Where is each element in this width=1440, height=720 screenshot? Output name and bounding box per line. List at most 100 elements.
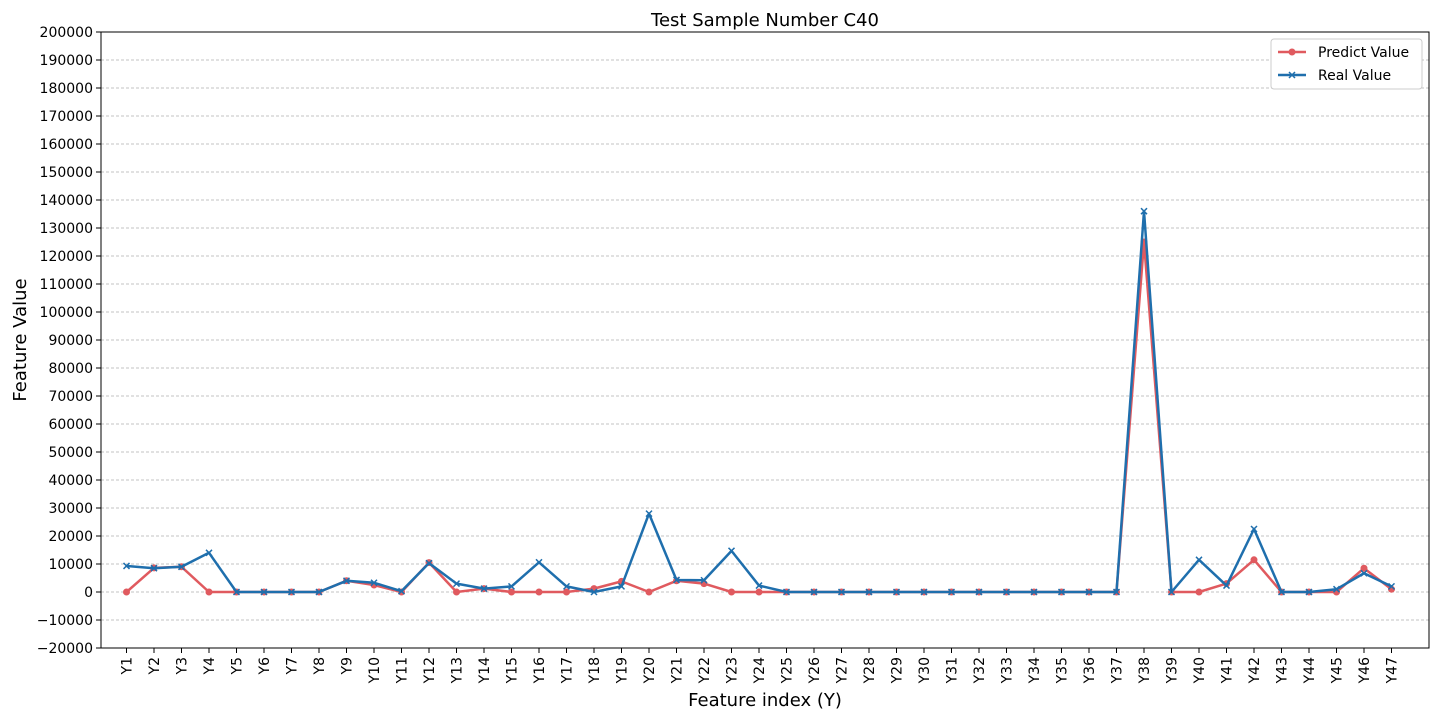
y-tick-label: 30000 (48, 501, 93, 517)
x-tick-label: Y5 (230, 657, 246, 675)
series-lines (122, 207, 1396, 596)
legend-label-predict: Predict Value (1318, 45, 1409, 61)
x-tick-label: Y32 (972, 657, 988, 684)
y-tick-label: 180000 (40, 81, 93, 97)
x-tick-label: Y29 (890, 657, 906, 684)
data-point-real (452, 580, 461, 588)
chart-title: Test Sample Number C40 (650, 10, 879, 31)
data-point-predict (205, 588, 213, 596)
data-point-predict (755, 588, 763, 596)
x-tick-label: Y19 (615, 657, 631, 684)
data-point-real (370, 579, 378, 587)
gridlines (101, 31, 1429, 649)
data-point-real (920, 588, 928, 596)
y-tick-label: 150000 (40, 165, 93, 181)
y-tick-label: 40000 (48, 473, 93, 489)
x-tick-label: Y43 (1275, 657, 1291, 684)
data-point-real (1222, 582, 1231, 590)
data-point-real (645, 510, 653, 518)
data-point-real (1250, 525, 1258, 533)
data-point-real (122, 562, 131, 570)
data-point-real (535, 558, 543, 566)
y-tick-label: −10000 (37, 613, 93, 629)
x-tick-label: Y18 (587, 657, 603, 684)
x-tick-label: Y8 (312, 657, 328, 675)
data-point-real (1057, 588, 1066, 596)
x-axis-label: Feature index (Y) (688, 690, 842, 711)
y-tick-label: 200000 (40, 25, 93, 41)
x-tick-label: Y6 (257, 657, 273, 676)
data-point-predict (1360, 564, 1368, 572)
y-tick-label: 90000 (48, 333, 93, 349)
x-tick-label: Y24 (752, 657, 768, 684)
data-point-real (562, 582, 571, 590)
data-point-real (287, 588, 296, 596)
data-point-real (727, 547, 736, 555)
data-point-real (1387, 582, 1396, 590)
y-tick-label: 190000 (40, 53, 93, 69)
x-tick-label: Y23 (725, 657, 741, 684)
legend-label-real: Real Value (1318, 68, 1391, 84)
y-axis-label: Feature Value (10, 278, 31, 401)
x-tick-label: Y42 (1247, 657, 1263, 684)
data-point-real (590, 588, 598, 596)
x-tick-label: Y22 (697, 657, 713, 684)
data-point-real (260, 588, 268, 596)
y-tick-label: 100000 (40, 305, 93, 321)
data-point-predict (645, 588, 653, 596)
x-tick-label: Y3 (175, 657, 191, 675)
x-tick-label: Y45 (1330, 657, 1346, 684)
y-tick-label: 160000 (40, 137, 93, 153)
data-point-real (1277, 588, 1286, 596)
x-tick-label: Y25 (780, 657, 796, 684)
x-tick-label: Y36 (1082, 657, 1098, 684)
y-tick-label: 50000 (48, 445, 93, 461)
data-point-real (892, 588, 901, 596)
x-axis-ticks: Y1 Y2 Y3 Y4 Y5 Y6 Y7 Y8 Y9 Y10 Y11 Y12 Y13 Y14 Y15 Y16 Y… (120, 648, 1401, 684)
data-point-real (1167, 588, 1176, 596)
x-tick-label: Y12 (422, 657, 438, 684)
data-point-real (480, 585, 488, 593)
y-tick-label: 120000 (40, 249, 93, 265)
y-axis-ticks: −20000 −10000 0 10000 20000 30000 40000 50000 60… (37, 25, 101, 657)
x-tick-label: Y4 (202, 657, 218, 676)
data-point-real (1140, 207, 1148, 215)
x-tick-label: Y40 (1192, 657, 1208, 684)
x-tick-label: Y41 (1220, 657, 1236, 684)
data-point-real (177, 563, 186, 571)
data-point-predict (1250, 556, 1258, 564)
legend: Predict Value Real Value (1270, 38, 1423, 90)
data-point-real (837, 588, 846, 596)
x-tick-label: Y38 (1137, 657, 1153, 684)
x-tick-label: Y34 (1027, 657, 1043, 684)
data-point-real (672, 576, 681, 584)
data-point-real (1030, 588, 1038, 596)
data-point-predict (508, 588, 515, 596)
x-tick-label: Y37 (1110, 657, 1126, 684)
x-tick-label: Y46 (1357, 657, 1373, 684)
data-point-real (1085, 588, 1093, 596)
data-point-real (865, 588, 873, 596)
x-tick-label: Y30 (917, 657, 933, 684)
data-point-predict (535, 588, 543, 596)
data-point-real (205, 549, 213, 557)
x-tick-label: Y21 (670, 657, 686, 684)
data-point-predict (563, 588, 570, 596)
data-point-real (1305, 588, 1313, 596)
x-tick-label: Y35 (1055, 657, 1071, 684)
x-tick-label: Y14 (477, 657, 493, 684)
data-point-real (425, 559, 433, 567)
y-tick-label: 0 (84, 585, 93, 601)
x-tick-label: Y31 (945, 657, 961, 684)
x-tick-label: Y17 (560, 657, 576, 684)
x-tick-label: Y1 (120, 657, 136, 675)
x-tick-label: Y2 (147, 657, 163, 675)
x-tick-label: Y26 (807, 657, 823, 684)
data-point-real (1002, 588, 1011, 596)
legend-marker-real (1288, 71, 1296, 79)
data-point-real (1112, 588, 1121, 596)
data-point-real (947, 588, 956, 596)
y-tick-label: 10000 (48, 557, 93, 573)
y-tick-label: 170000 (40, 109, 93, 125)
